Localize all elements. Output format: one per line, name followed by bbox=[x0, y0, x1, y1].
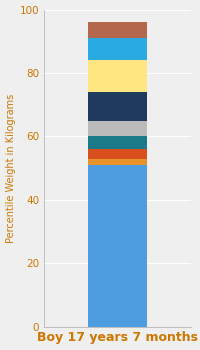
Y-axis label: Percentile Weight in Kilograms: Percentile Weight in Kilograms bbox=[6, 93, 16, 243]
Bar bbox=[88, 92, 147, 120]
Bar bbox=[88, 159, 147, 165]
Bar bbox=[88, 165, 147, 327]
Bar bbox=[88, 136, 147, 149]
Bar bbox=[88, 38, 147, 60]
Bar bbox=[88, 149, 147, 159]
Bar bbox=[88, 22, 147, 38]
Bar bbox=[88, 120, 147, 136]
Bar bbox=[88, 60, 147, 92]
